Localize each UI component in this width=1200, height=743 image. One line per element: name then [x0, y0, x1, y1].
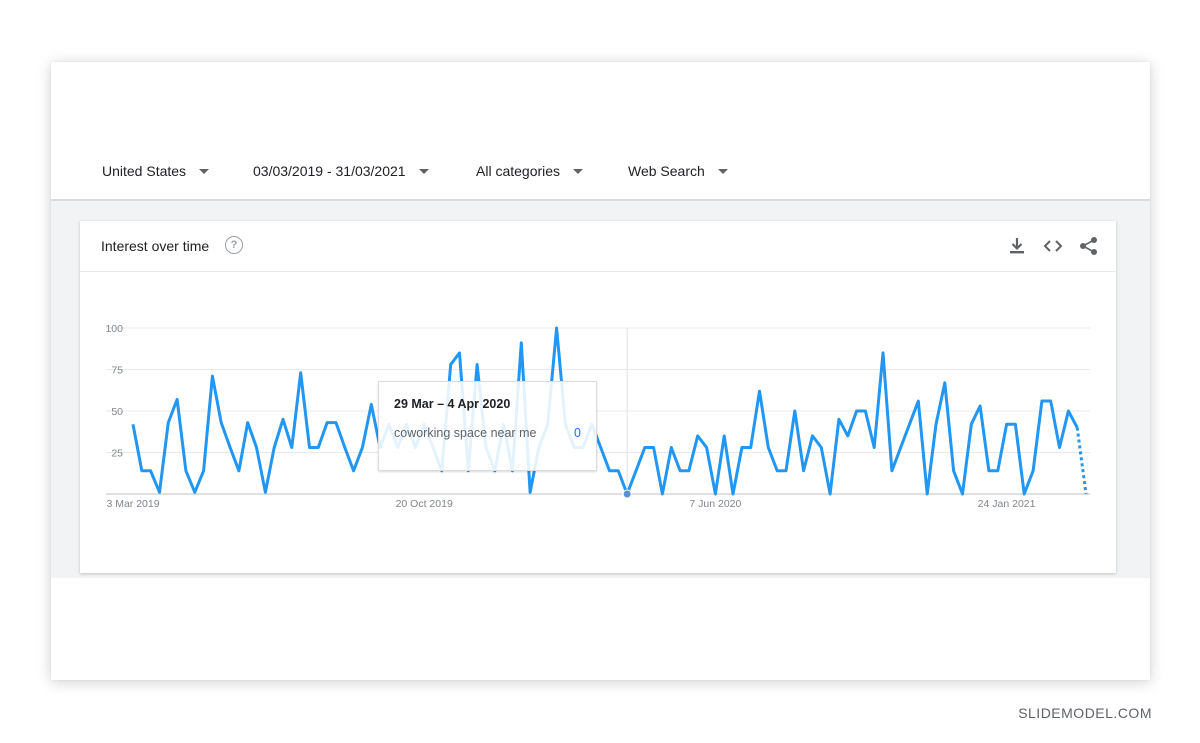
chevron-down-icon	[573, 169, 584, 174]
search-type-label: Web Search	[628, 163, 705, 179]
tooltip-value: 0	[574, 426, 581, 440]
y-tick-label: 25	[111, 448, 123, 460]
chevron-down-icon	[717, 169, 728, 174]
region-filter-label: United States	[102, 163, 187, 179]
share-icon[interactable]	[1078, 235, 1100, 257]
card-header: Interest over time ?	[80, 221, 1116, 272]
category-filter-label: All categories	[476, 163, 561, 179]
date-range-label: 03/03/2019 - 31/03/2021	[253, 163, 406, 179]
series-line	[131, 326, 1079, 496]
date-range-filter[interactable]: 03/03/2019 - 31/03/2021	[253, 161, 429, 181]
region-filter[interactable]: United States	[102, 161, 210, 181]
watermark: SLIDEMODEL.COM	[1018, 705, 1152, 721]
trends-frame: United States 03/03/2019 - 31/03/2021 Al…	[51, 62, 1150, 680]
download-icon[interactable]	[1006, 235, 1028, 257]
chevron-down-icon	[199, 169, 210, 174]
y-tick-label: 100	[105, 323, 123, 335]
tooltip-date: 29 Mar – 4 Apr 2020	[394, 397, 511, 411]
filter-bar: United States 03/03/2019 - 31/03/2021 Al…	[51, 62, 1150, 201]
category-filter[interactable]: All categories	[476, 161, 584, 181]
x-tick-label: 7 Jun 2020	[689, 498, 741, 510]
y-tick-label: 50	[111, 406, 123, 418]
highlight-point	[622, 489, 632, 499]
series-line-partial	[1075, 427, 1088, 495]
interest-over-time-card: Interest over time ? 25 50 75 100 3 Mar 2019…	[80, 221, 1116, 573]
chart-tooltip: 29 Mar – 4 Apr 2020 coworking space near…	[378, 381, 597, 471]
interest-line-chart: 25 50 75 100 3 Mar 2019 20 Oct 2019 7 Jun 2020…	[105, 323, 1090, 510]
y-tick-label: 75	[111, 365, 123, 377]
x-tick-label: 3 Mar 2019	[106, 498, 159, 510]
tooltip-term: coworking space near me	[394, 426, 537, 440]
card-title: Interest over time	[101, 238, 210, 254]
chevron-down-icon	[418, 169, 429, 174]
help-icon[interactable]: ?	[225, 236, 243, 254]
search-type-filter[interactable]: Web Search	[628, 161, 728, 181]
x-tick-label: 20 Oct 2019	[396, 498, 453, 510]
embed-code-icon[interactable]	[1042, 235, 1064, 257]
x-tick-label: 24 Jan 2021	[978, 498, 1036, 510]
